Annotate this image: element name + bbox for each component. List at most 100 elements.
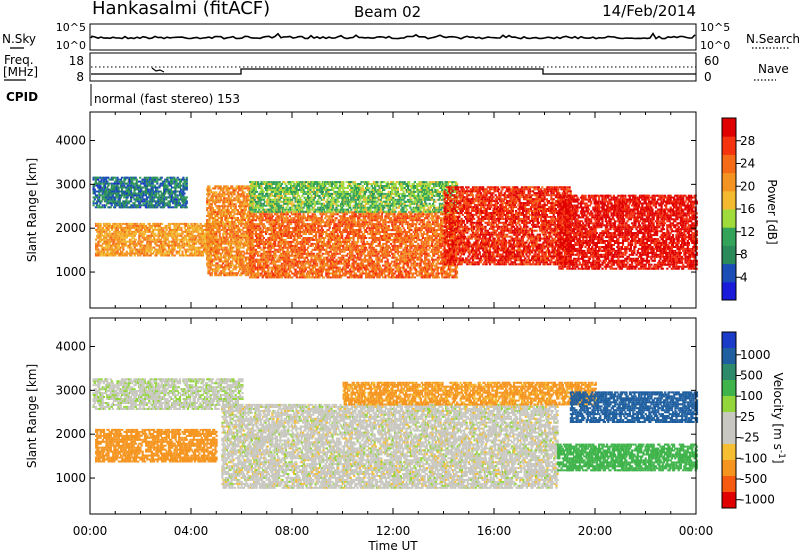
- data-cell: [339, 271, 341, 273]
- data-cell: [335, 223, 337, 225]
- data-cell: [160, 229, 162, 231]
- data-cell: [262, 243, 264, 245]
- data-cell: [264, 225, 266, 227]
- data-cell: [116, 185, 118, 187]
- data-cell: [321, 225, 323, 227]
- data-cell: [274, 271, 276, 273]
- data-cell: [152, 189, 154, 191]
- data-cell: [334, 219, 336, 221]
- data-cell: [144, 183, 146, 185]
- data-cell: [216, 270, 218, 272]
- data-cell: [208, 205, 210, 207]
- data-cell: [163, 181, 165, 183]
- data-cell: [303, 221, 305, 223]
- data-cell: [282, 263, 284, 265]
- data-cell: [229, 223, 231, 225]
- data-cell: [304, 251, 306, 253]
- data-cell: [262, 215, 264, 217]
- data-cell: [247, 197, 249, 199]
- data-cell: [172, 206, 174, 208]
- data-cell: [308, 217, 310, 219]
- data-cell: [287, 249, 289, 251]
- data-cell: [189, 235, 191, 237]
- data-cell: [239, 257, 241, 259]
- data-cell: [162, 229, 164, 231]
- data-cell: [148, 179, 150, 181]
- data-cell: [167, 251, 169, 253]
- data-cell: [279, 235, 281, 237]
- data-cell: [165, 198, 167, 200]
- data-cell: [141, 247, 143, 249]
- data-cell: [155, 193, 157, 195]
- data-cell: [289, 251, 291, 253]
- data-cell: [221, 253, 223, 255]
- data-cell: [226, 237, 228, 239]
- data-cell: [332, 237, 334, 239]
- data-cell: [206, 253, 208, 255]
- data-cell: [133, 237, 135, 239]
- data-cell: [290, 259, 292, 261]
- data-cell: [274, 219, 276, 221]
- data-cell: [203, 241, 205, 243]
- data-cell: [173, 177, 175, 179]
- data-cell: [223, 197, 225, 199]
- data-cell: [146, 183, 148, 185]
- data-cell: [315, 255, 317, 257]
- data-cell: [318, 225, 320, 227]
- data-cell: [290, 217, 292, 219]
- data-cell: [146, 202, 148, 204]
- data-cell: [147, 189, 149, 191]
- data-cell: [214, 211, 216, 213]
- data-cell: [140, 193, 142, 195]
- data-cell: [130, 200, 132, 202]
- data-cell: [259, 227, 261, 229]
- data-cell: [320, 239, 322, 241]
- data-cell: [271, 213, 273, 215]
- data-cell: [276, 259, 278, 261]
- data-cell: [288, 235, 290, 237]
- data-cell: [324, 217, 326, 219]
- data-cell: [281, 217, 283, 219]
- data-cell: [262, 261, 264, 263]
- data-cell: [211, 260, 213, 262]
- data-cell: [244, 227, 246, 229]
- data-cell: [191, 231, 193, 233]
- data-cell: [312, 273, 314, 275]
- freq-tick-top: 18: [69, 54, 84, 68]
- data-cell: [272, 273, 274, 275]
- data-cell: [207, 235, 209, 237]
- data-cell: [171, 233, 173, 235]
- data-cell: [315, 261, 317, 263]
- data-cell: [218, 253, 220, 255]
- data-cell: [214, 187, 216, 189]
- data-cell: [295, 231, 297, 233]
- data-cell: [323, 241, 325, 243]
- data-cell: [144, 179, 146, 181]
- data-cell: [334, 213, 336, 215]
- radar-title: Hankasalmi (fitACF): [92, 0, 270, 19]
- data-cell: [268, 247, 270, 249]
- data-cell: [314, 249, 316, 251]
- data-cell: [164, 245, 166, 247]
- data-cell: [210, 225, 212, 227]
- data-cell: [291, 233, 293, 235]
- data-cell: [227, 229, 229, 231]
- data-cell: [120, 237, 122, 239]
- data-cell: [270, 219, 272, 221]
- data-cell: [243, 264, 245, 266]
- data-cell: [230, 245, 232, 247]
- freq-strip-frame: [90, 53, 696, 81]
- data-cell: [96, 251, 98, 253]
- data-cell: [123, 206, 125, 208]
- data-cell: [176, 206, 178, 208]
- data-cell: [239, 231, 241, 233]
- data-cell: [223, 249, 225, 251]
- data-cell: [95, 239, 97, 241]
- data-cell: [121, 194, 123, 196]
- data-cell: [206, 239, 208, 241]
- data-cell: [171, 193, 173, 195]
- data-cell: [268, 267, 270, 269]
- data-cell: [323, 259, 325, 261]
- data-cell: [103, 231, 105, 233]
- data-cell: [340, 261, 342, 263]
